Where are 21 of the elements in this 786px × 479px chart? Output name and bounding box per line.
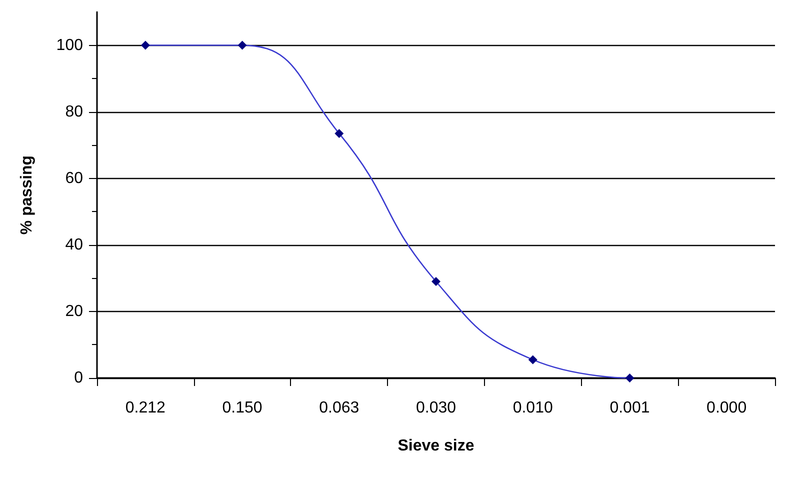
point [528, 355, 538, 364]
point [140, 40, 150, 50]
x-tick-label: 0.001 [610, 400, 650, 416]
point [238, 40, 247, 50]
y-tick-label: 40 [65, 236, 84, 254]
x-tick-label: 0.010 [512, 400, 553, 416]
y-axis-title: % passing [18, 155, 36, 235]
point [432, 277, 440, 286]
x-tick-label: 0.212 [125, 400, 166, 416]
x-tick-label: 0.030 [416, 400, 456, 416]
y-tick-label: 100 [56, 36, 84, 54]
y-tick-label: 20 [65, 302, 84, 320]
x-tick-label: 0.000 [706, 400, 747, 416]
y-tick-label: 80 [65, 103, 84, 120]
x-axis-title: Sieve size [398, 438, 474, 454]
point [334, 128, 344, 138]
x-tick-label: 0.150 [222, 400, 262, 416]
y-tick-label: 0 [74, 370, 84, 386]
y-tick-label: 60 [65, 170, 84, 187]
x-tick-label: 0.063 [319, 400, 360, 416]
point [625, 374, 634, 382]
